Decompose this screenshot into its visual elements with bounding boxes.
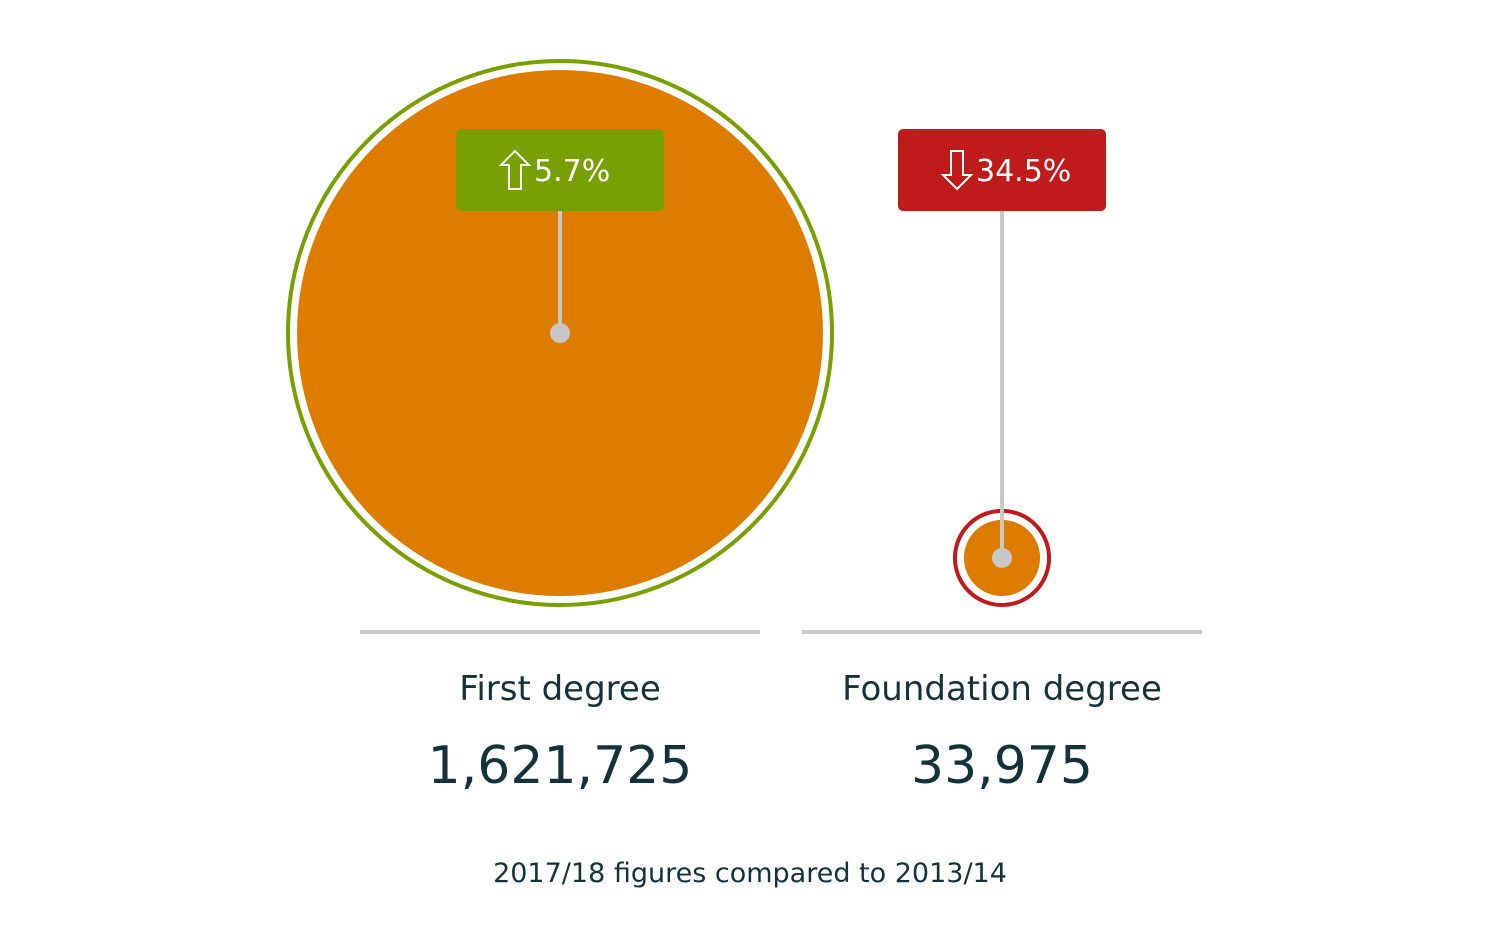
first-degree-leader-dot bbox=[550, 323, 570, 343]
arrow-down-icon bbox=[940, 150, 974, 191]
chart-footnote: 2017/18 figures compared to 2013/14 bbox=[493, 858, 1007, 889]
foundation-degree-leader-dot bbox=[992, 547, 1012, 568]
first-degree-bubble-ring bbox=[286, 59, 834, 607]
foundation-degree-change-label: 34.5% bbox=[976, 154, 1071, 189]
foundation-degree-category-label: Foundation degree bbox=[842, 669, 1162, 709]
first-degree-change-label: 5.7% bbox=[534, 154, 610, 189]
first-degree-category-label: First degree bbox=[459, 669, 661, 709]
arrow-up-icon bbox=[498, 149, 532, 190]
foundation-degree-change-badge bbox=[898, 129, 1106, 211]
first-degree-value-label: 1,621,725 bbox=[428, 736, 693, 796]
first-degree-change-badge bbox=[456, 129, 664, 211]
foundation-degree-value-label: 33,975 bbox=[911, 736, 1093, 796]
